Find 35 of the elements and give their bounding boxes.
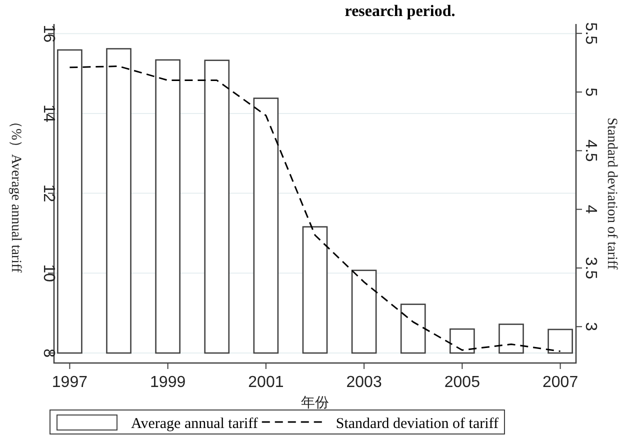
y-tick-label: 16 xyxy=(40,24,57,43)
bar xyxy=(106,48,132,354)
x-tick-label: 2003 xyxy=(346,374,382,391)
line-series xyxy=(68,65,562,352)
y2-tick-label: 4 xyxy=(582,204,599,214)
bar xyxy=(155,59,180,354)
text: research period. xyxy=(344,3,456,20)
bar xyxy=(450,328,475,354)
bar xyxy=(548,328,573,354)
x-tick-label: 1997 xyxy=(52,374,88,391)
bar xyxy=(400,304,426,354)
bar xyxy=(302,226,328,354)
bar xyxy=(204,60,230,354)
legend-label: Standard deviation of tariff xyxy=(336,416,498,432)
x-tick-label: 2007 xyxy=(542,374,578,391)
y2-axis-title: Standard deviation of tariff xyxy=(604,118,619,270)
bar xyxy=(253,98,279,354)
y-axis-title: （%）Average annual tariff xyxy=(8,114,23,273)
y-tick-label: 8 xyxy=(40,348,57,358)
y-tick-label: 12 xyxy=(40,184,57,202)
legend-label: Average annual tariff xyxy=(131,416,258,432)
x-tick-label: 1999 xyxy=(150,374,186,391)
y-tick-label: 14 xyxy=(40,104,57,122)
y2-tick-label: 5.5 xyxy=(582,22,599,45)
bar xyxy=(498,324,524,354)
y2-tick-label: 5 xyxy=(582,88,599,97)
y-tick-label: 10 xyxy=(40,264,57,282)
x-tick-label: 2005 xyxy=(444,374,480,391)
bar xyxy=(57,49,82,354)
y2-tick-label: 3.5 xyxy=(582,256,599,280)
x-tick-label: 2001 xyxy=(248,374,284,391)
y2-tick-label: 4.5 xyxy=(582,140,599,162)
x-axis-title: 年份 xyxy=(301,394,329,410)
y2-tick-label: 3 xyxy=(582,322,599,332)
bar xyxy=(351,270,377,354)
